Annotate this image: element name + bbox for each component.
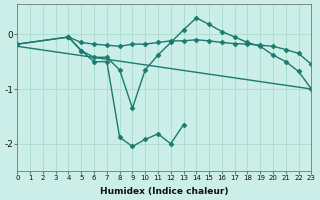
X-axis label: Humidex (Indice chaleur): Humidex (Indice chaleur) (100, 187, 228, 196)
